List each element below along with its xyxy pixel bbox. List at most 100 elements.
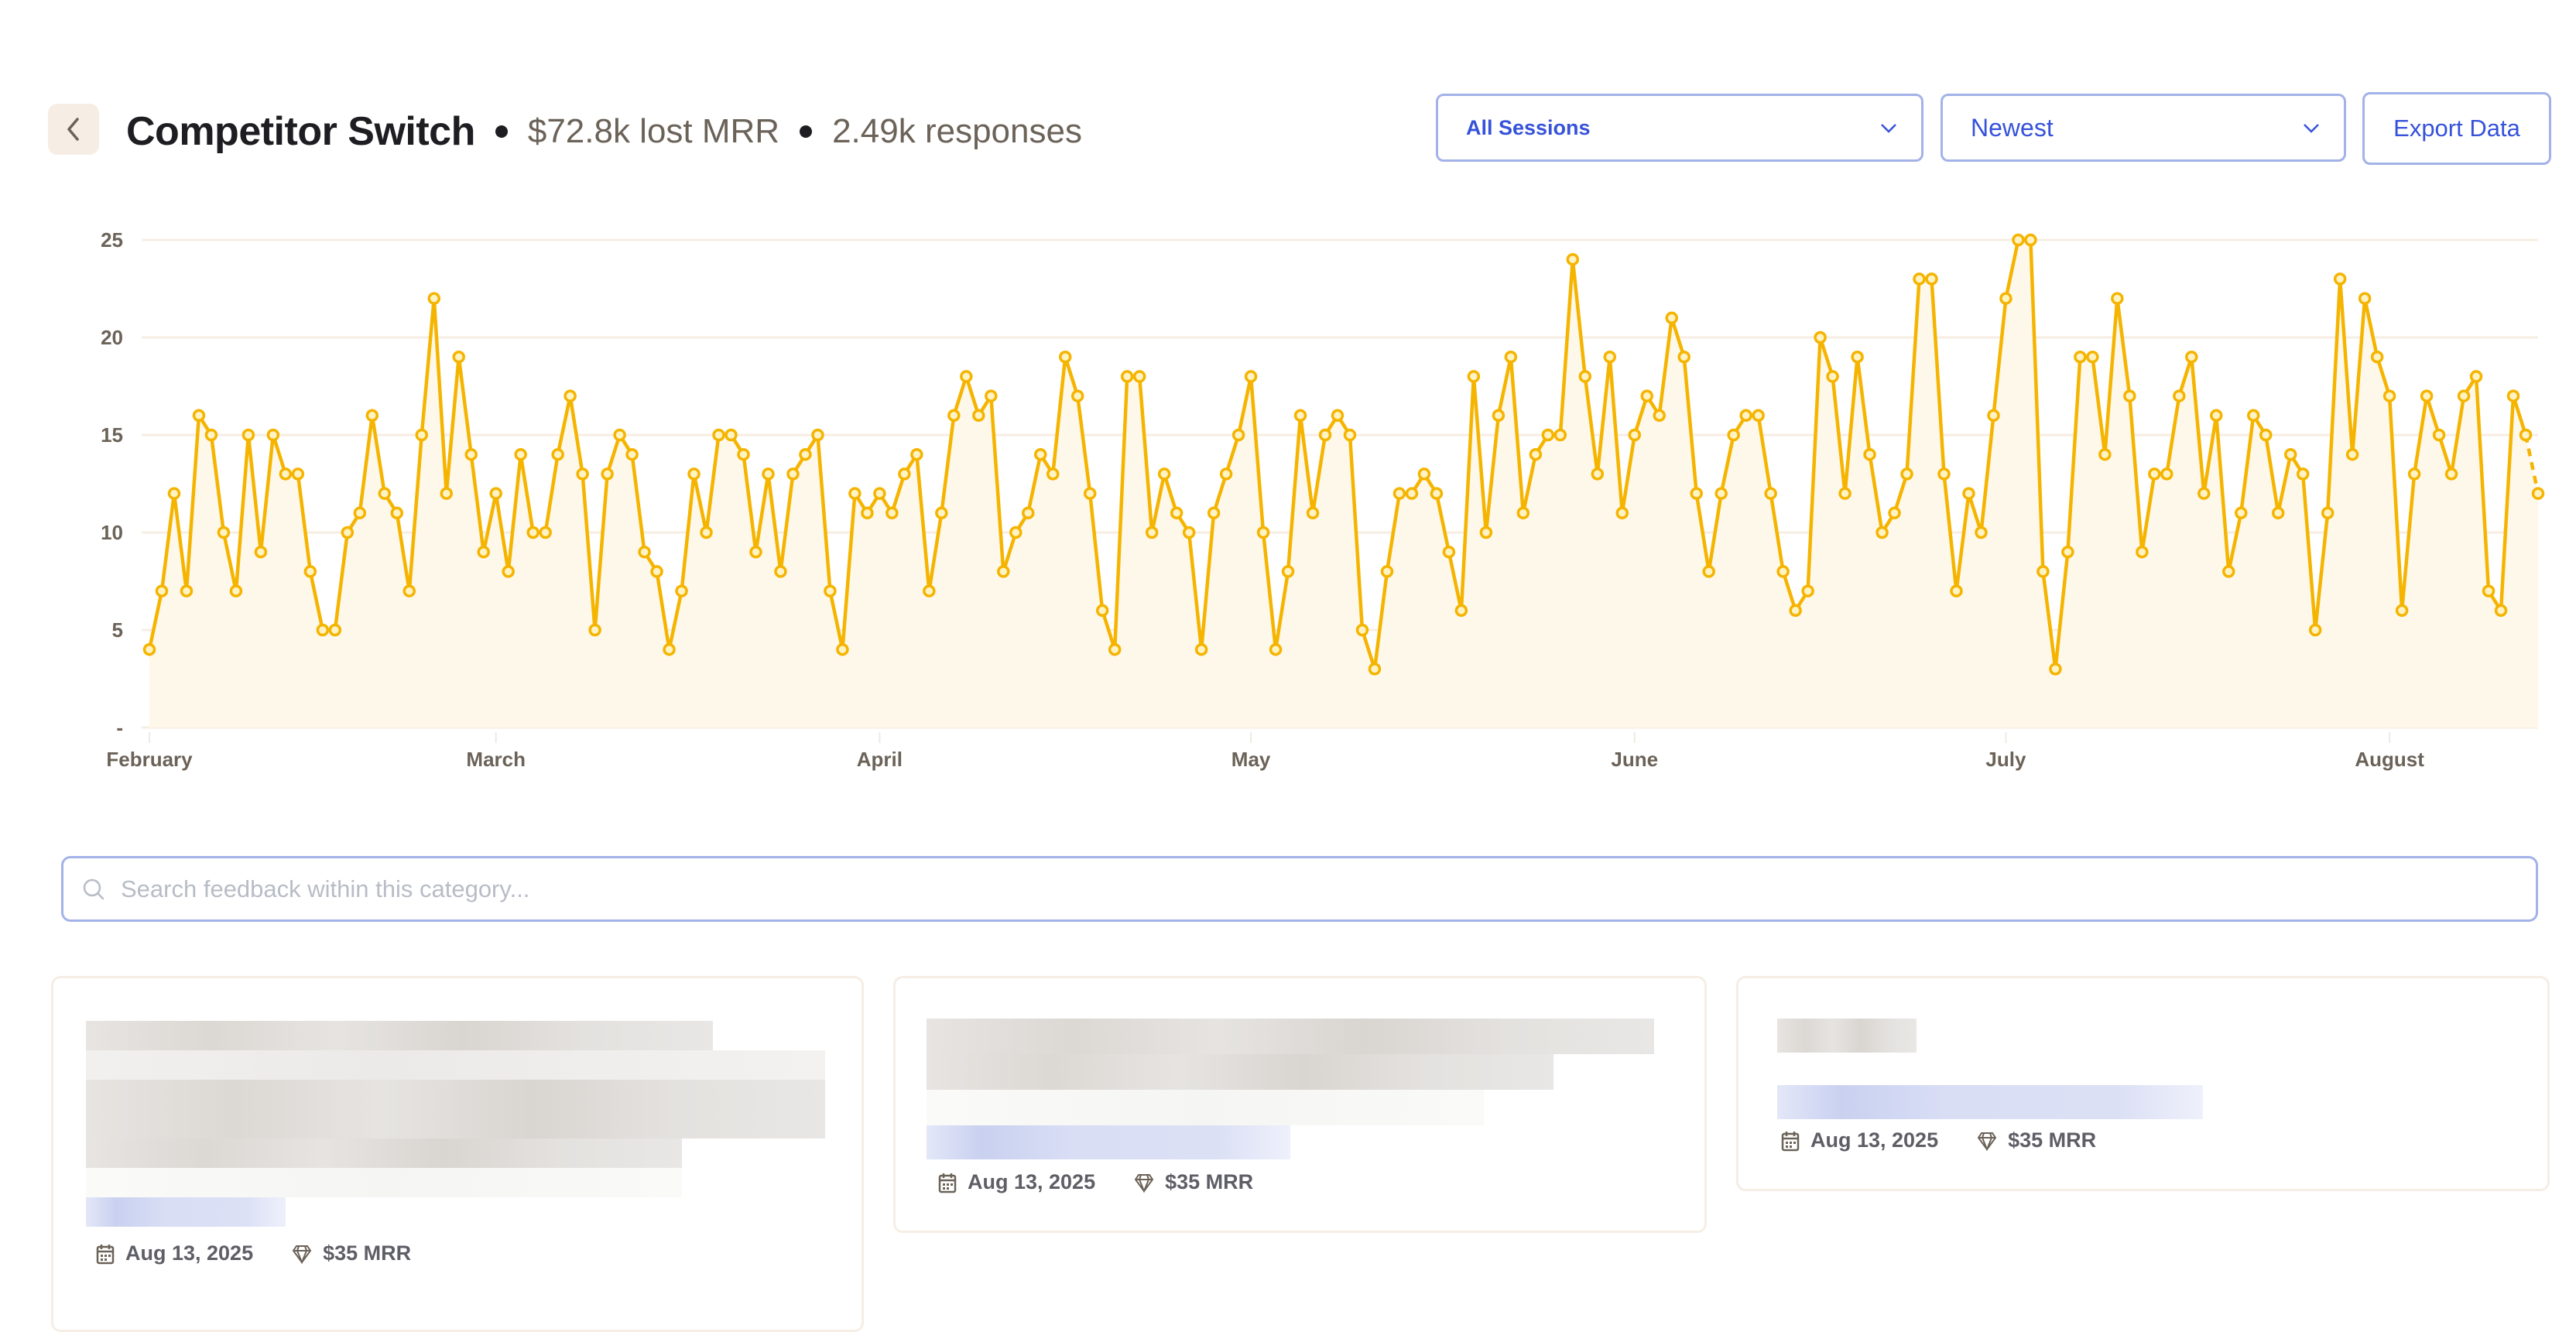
data-point <box>2074 350 2087 364</box>
data-point <box>2469 370 2483 383</box>
data-point <box>910 447 923 461</box>
data-point <box>427 292 441 305</box>
data-point <box>923 584 936 598</box>
data-point <box>1702 565 1715 578</box>
data-point <box>526 526 540 539</box>
data-point <box>2444 467 2458 481</box>
data-point <box>1541 428 1555 442</box>
feedback-card[interactable]: Aug 13, 2025 $35 MRR <box>893 976 1707 1233</box>
data-point <box>2061 545 2074 559</box>
data-point <box>1591 467 1605 481</box>
data-point <box>1355 623 1369 637</box>
data-point <box>576 467 589 481</box>
data-point <box>1950 584 1963 598</box>
data-point <box>328 623 342 637</box>
data-point <box>1256 526 1270 539</box>
data-point <box>700 526 713 539</box>
data-point <box>1776 565 1790 578</box>
page-title: Competitor Switch <box>126 109 475 154</box>
data-point <box>489 487 502 500</box>
data-point <box>663 642 676 656</box>
card-meta: Aug 13, 2025 $35 MRR <box>96 1241 411 1265</box>
data-point <box>985 389 998 402</box>
y-tick-label: 25 <box>101 228 123 252</box>
data-point <box>1244 370 1258 383</box>
search-input[interactable] <box>119 874 2536 904</box>
data-point <box>898 467 911 481</box>
blurred-text <box>86 1139 682 1168</box>
data-point <box>341 526 355 539</box>
x-tick-label: July <box>1985 748 2026 771</box>
data-point <box>1801 584 1814 598</box>
data-point <box>2148 467 2161 481</box>
chevron-down-icon <box>2304 124 2319 133</box>
data-point <box>935 506 948 520</box>
data-point <box>2482 584 2496 598</box>
blurred-text <box>86 1109 825 1139</box>
data-point <box>551 447 564 461</box>
data-point <box>1640 389 1653 402</box>
data-point <box>1826 370 1839 383</box>
data-point <box>1925 272 1938 286</box>
data-point <box>836 642 849 656</box>
data-point <box>155 584 169 598</box>
feedback-card[interactable]: Aug 13, 2025 $35 MRR <box>51 976 864 1332</box>
data-point <box>353 506 367 520</box>
diamond-icon <box>292 1245 312 1264</box>
data-point <box>799 447 812 461</box>
session-filter-dropdown[interactable]: All Sessions <box>1436 94 1923 162</box>
data-point <box>712 428 725 442</box>
data-point <box>1937 467 1951 481</box>
data-point <box>2036 565 2050 578</box>
data-point <box>464 447 478 461</box>
sort-dropdown[interactable]: Newest <box>1941 94 2346 162</box>
data-point <box>2222 565 2235 578</box>
search-bar[interactable] <box>61 856 2538 922</box>
responses-stat: 2.49k responses <box>832 112 1082 150</box>
data-point <box>2345 447 2359 461</box>
data-point <box>2382 389 2396 402</box>
data-point <box>2308 623 2322 637</box>
blurred-tag <box>1777 1085 2203 1119</box>
data-point <box>2136 545 2149 559</box>
data-point <box>2123 389 2136 402</box>
calendar-icon <box>1781 1131 1800 1151</box>
data-point <box>861 506 874 520</box>
data-point <box>1875 526 1889 539</box>
card-date: Aug 13, 2025 <box>968 1170 1096 1193</box>
data-point <box>1108 642 1122 656</box>
data-point <box>601 467 614 481</box>
data-point <box>1417 467 1431 481</box>
data-point <box>2197 487 2211 500</box>
y-tick-label: 10 <box>101 521 123 544</box>
data-point <box>1479 526 1493 539</box>
data-point <box>2333 272 2347 286</box>
blurred-text <box>927 1019 1654 1054</box>
blurred-tag <box>927 1125 1290 1159</box>
data-point <box>204 428 218 442</box>
data-point <box>2246 409 2260 423</box>
x-tick-label: February <box>106 748 193 771</box>
data-point <box>1851 350 1864 364</box>
back-button[interactable] <box>48 104 99 155</box>
area-fill <box>149 240 2538 728</box>
data-point <box>402 584 416 598</box>
data-point <box>242 428 255 442</box>
data-point <box>1145 526 1159 539</box>
data-point <box>266 428 280 442</box>
data-point <box>1739 409 1752 423</box>
data-point <box>2234 506 2248 520</box>
y-tick-label: 20 <box>101 326 123 349</box>
export-data-button[interactable]: Export Data <box>2362 92 2551 165</box>
y-tick-label: - <box>116 716 123 739</box>
data-point <box>2531 487 2545 500</box>
data-point <box>1999 292 2012 305</box>
data-point <box>2012 233 2025 247</box>
card-mrr: $35 MRR <box>2008 1128 2097 1152</box>
feedback-card[interactable]: Aug 13, 2025 $35 MRR <box>1736 976 2550 1191</box>
card-meta: Aug 13, 2025 $35 MRR <box>938 1170 1253 1194</box>
data-point <box>1677 350 1690 364</box>
data-point <box>625 447 639 461</box>
blurred-text <box>1777 1019 1917 1053</box>
y-tick-label: 5 <box>112 618 123 642</box>
